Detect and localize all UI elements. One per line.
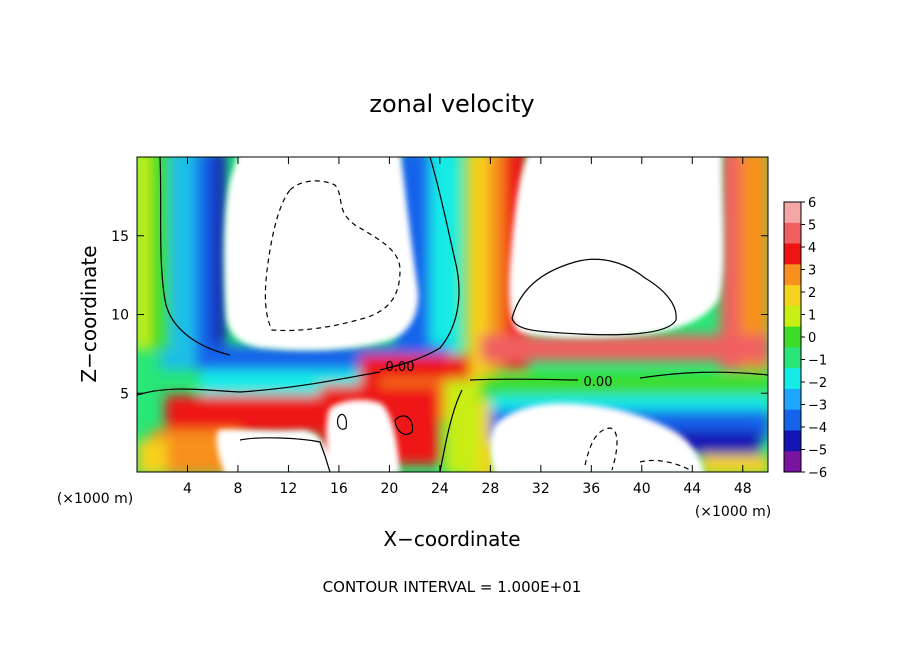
positive-contour-right-ellipse xyxy=(511,258,677,336)
band-left-bottom-yellow xyxy=(137,440,167,472)
x-tick-label: 8 xyxy=(233,481,242,497)
colorbar-swatch xyxy=(784,285,801,307)
band-left-navy xyxy=(212,157,226,350)
x-tick-label: 12 xyxy=(280,481,298,497)
band-lower-left-red xyxy=(165,395,325,435)
white-region-upper-right xyxy=(509,157,724,338)
zero-contour-upper-mid xyxy=(379,157,460,371)
x-axis-ticks: 4 8 12 16 20 24 28 32 36 40 44 48 xyxy=(183,157,752,497)
colorbar-swatch xyxy=(784,451,801,473)
colorbar-label: −4 xyxy=(808,421,827,436)
x-tick-label: 48 xyxy=(734,481,752,497)
colorbar-label: −1 xyxy=(808,354,827,369)
x-tick-label: 16 xyxy=(330,481,348,497)
chart-title: zonal velocity xyxy=(369,90,534,118)
zero-contour-horizontal xyxy=(137,371,381,396)
band-lower-jet-yellow xyxy=(445,380,480,472)
colorbar-swatch xyxy=(784,409,801,431)
x-units-left: (×1000 m) xyxy=(57,491,133,507)
zero-contour-jet xyxy=(439,389,463,472)
colorbar-label: −2 xyxy=(808,376,827,391)
x-axis-title: X−coordinate xyxy=(383,527,520,551)
band-bottom-yellow xyxy=(700,455,768,472)
heatmap-field xyxy=(137,157,768,472)
x-units-right: (×1000 m) xyxy=(695,504,771,520)
y-tick-label: 15 xyxy=(111,229,129,245)
white-region-lower-left xyxy=(216,429,330,472)
x-tick-label: 20 xyxy=(380,481,398,497)
x-tick-label: 4 xyxy=(183,481,192,497)
colorbar-label: 3 xyxy=(808,264,816,279)
colorbar-swatch xyxy=(784,202,801,224)
colorbar-swatch xyxy=(784,368,801,390)
white-region-lower-right xyxy=(490,403,705,472)
colorbar-label: −6 xyxy=(808,466,827,481)
x-tick-label: 36 xyxy=(582,481,600,497)
colorbar-swatch xyxy=(784,388,801,411)
colorbar-swatch xyxy=(784,326,801,348)
zero-contour-right xyxy=(469,371,768,381)
x-tick-label: 24 xyxy=(431,481,449,497)
x-tick-label: 32 xyxy=(532,481,550,497)
band-horizontal-red xyxy=(480,335,768,361)
contour-lower-left-island xyxy=(239,437,331,472)
x-tick-label: 28 xyxy=(481,481,499,497)
colorbar-swatch xyxy=(784,305,801,328)
colorbar-label: −5 xyxy=(808,444,827,459)
contour-lower-middle-island xyxy=(394,415,414,435)
x-tick-label: 40 xyxy=(633,481,651,497)
colorbar: 6 5 4 3 2 1 0 −1 −2 −3 −4 −5 −6 xyxy=(783,196,827,481)
colorbar-label: 1 xyxy=(808,309,816,324)
colorbar-swatch xyxy=(784,264,801,286)
colorbar-swatch xyxy=(784,243,801,265)
contour-label-2: 0.00 xyxy=(584,375,613,390)
x-tick-label: 44 xyxy=(683,481,701,497)
contour-small-island xyxy=(336,413,347,430)
zero-contour-left xyxy=(159,157,231,356)
contour-lines xyxy=(137,157,768,472)
colorbar-label: 5 xyxy=(808,219,816,234)
colorbar-label: 6 xyxy=(808,196,816,211)
contour-label-1: 0.00 xyxy=(386,360,415,375)
negative-contour-lower-right xyxy=(584,427,691,471)
contour-interval-note: CONTOUR INTERVAL = 1.000E+01 xyxy=(323,578,582,596)
colorbar-swatch xyxy=(784,430,801,452)
colorbar-label: 2 xyxy=(808,286,816,301)
colorbar-label: 4 xyxy=(808,241,816,256)
white-region-upper-left xyxy=(224,157,419,351)
colorbar-label: −3 xyxy=(808,399,827,414)
colorbar-swatch xyxy=(784,222,801,245)
y-axis-ticks: 5 10 15 xyxy=(111,229,768,402)
band-right-orange xyxy=(740,157,768,370)
y-axis-title: Z−coordinate xyxy=(77,245,101,382)
negative-contour-left-eddy xyxy=(264,180,401,332)
y-tick-label: 5 xyxy=(120,386,129,402)
colorbar-swatch xyxy=(784,347,801,369)
colorbar-label: 0 xyxy=(808,331,816,346)
white-region-lower-middle xyxy=(326,399,400,472)
y-tick-label: 10 xyxy=(111,308,129,324)
